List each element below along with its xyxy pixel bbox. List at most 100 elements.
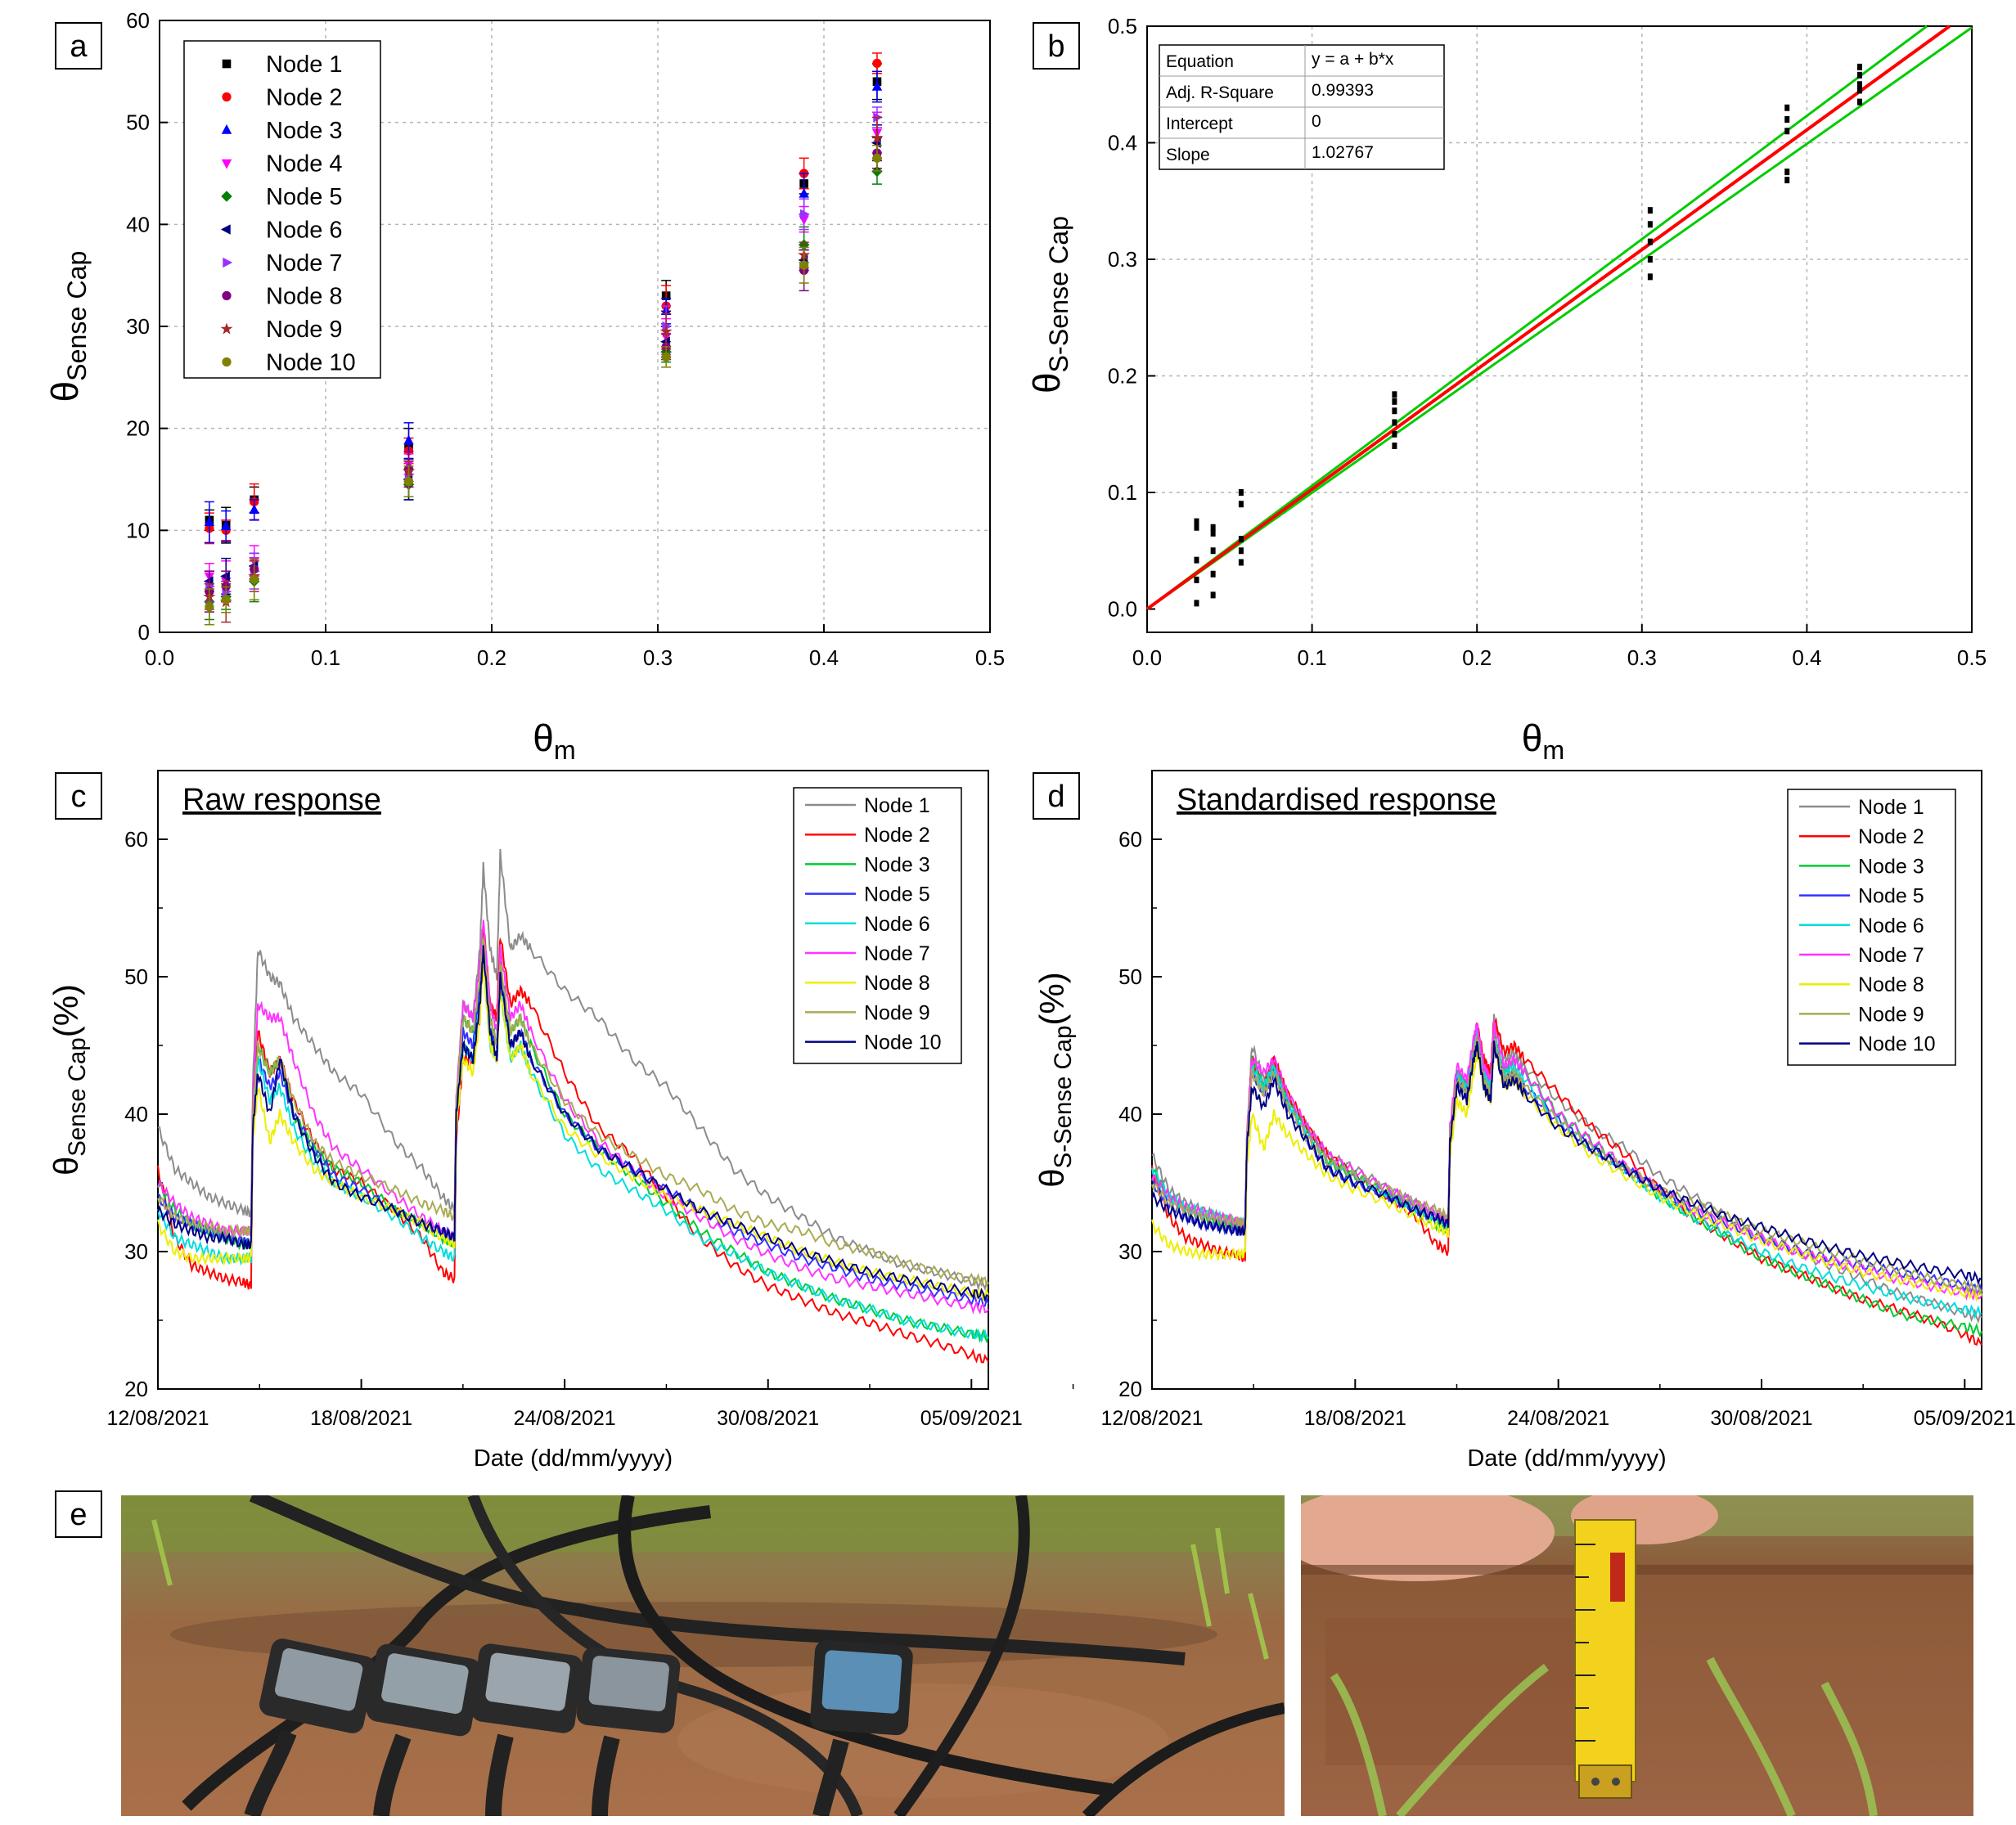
a-legend-marker [222, 59, 232, 69]
sensor-node-3 [470, 1643, 583, 1816]
c-ytick-label: 50 [124, 964, 148, 989]
d-legend-label: Node 8 [1858, 973, 1924, 996]
a-xtick-label: 0.1 [311, 645, 340, 670]
a-point [659, 325, 673, 337]
b-data-point [1856, 98, 1862, 106]
d-y-axis-label-sub: S-Sense Cap [1050, 1026, 1077, 1169]
a-point [220, 571, 230, 582]
b-stats-value: 0.99393 [1312, 81, 1374, 100]
a-legend-label: Node 2 [266, 85, 343, 111]
b-data-point [1194, 600, 1199, 607]
c-ytick-label: 30 [124, 1239, 148, 1264]
b-data-point [1784, 177, 1790, 184]
e-panel-letter: e [55, 1490, 102, 1538]
a-point [204, 516, 215, 527]
d-y-axis-label-suffix: (%) [1033, 972, 1071, 1025]
sensor-node-5 [810, 1639, 913, 1816]
b-data-point [1210, 547, 1216, 555]
b-ytick-label: 0.1 [1108, 480, 1137, 505]
b-y-axis-label-sub: S-Sense Cap [1044, 216, 1073, 372]
b-stats-key: Intercept [1166, 115, 1233, 133]
a-ytick-label: 50 [126, 110, 150, 135]
d-xtick-label: 18/08/2021 [1304, 1407, 1406, 1430]
b-stats-key: Adj. R-Square [1166, 83, 1274, 102]
b-data-point [1210, 570, 1216, 578]
d-panel-letter-box [1033, 772, 1080, 820]
b-y-axis-label: θS-Sense Cap [1025, 216, 1073, 393]
b-data-point [1238, 501, 1244, 508]
d-title: Standardised response [1177, 783, 1496, 817]
e-panel-letter-text: e [70, 1498, 87, 1532]
b-x-axis-label-sub: m [1542, 735, 1564, 765]
a-point [872, 58, 882, 68]
b-xtick-label: 0.4 [1792, 645, 1821, 670]
a-point [871, 80, 883, 91]
b-panel-letter-box [1033, 22, 1080, 70]
a-legend-marker [220, 224, 231, 235]
b-data-point [1392, 391, 1397, 398]
a-x-axis-label-sub: m [554, 735, 576, 765]
b-x-axis-label: θm [1522, 717, 1564, 765]
c-legend-label: Node 8 [864, 972, 930, 995]
b-xtick-label: 0.0 [1132, 645, 1162, 670]
b-data-point [1194, 524, 1199, 531]
b-data-point [1856, 71, 1862, 79]
a-y-axis-label-main: θ [43, 381, 86, 402]
b-stats-key: Slope [1166, 146, 1210, 164]
b-stats-value: 1.02767 [1312, 143, 1374, 162]
d-legend-label: Node 5 [1858, 885, 1924, 908]
a-panel-letter: a [55, 22, 102, 70]
b-y-axis-label-main: θ [1025, 372, 1068, 393]
b-data-point [1210, 524, 1216, 531]
c-legend-label: Node 2 [864, 824, 930, 847]
c-panel-letter-text: c [71, 780, 87, 814]
d-legend-label: Node 3 [1858, 855, 1924, 878]
b-confidence-band [1146, 25, 1928, 610]
a-legend-marker [221, 159, 232, 169]
d-legend-label: Node 6 [1858, 915, 1924, 937]
a-legend-marker [222, 290, 232, 301]
a-legend-label: Node 10 [266, 350, 356, 376]
e-panel-letter-box [55, 1490, 102, 1538]
c-legend-label: Node 1 [864, 794, 930, 817]
b-data-point [1392, 398, 1397, 405]
a-legend-marker [221, 124, 232, 134]
d-ytick-label: 20 [1118, 1377, 1142, 1401]
d-ytick-label: 40 [1118, 1102, 1142, 1126]
b-data-point [1647, 221, 1653, 228]
a-ytick-label: 40 [126, 212, 150, 236]
a-ytick-label: 20 [126, 416, 150, 441]
c-series-line-6 [157, 919, 989, 1315]
a-y-axis-label: θSense Cap [43, 251, 92, 402]
d-y-axis-label: θS-Sense Cap(%) [1033, 972, 1077, 1188]
a-x-axis-label: θm [533, 717, 575, 765]
c-xtick-label: 05/09/2021 [920, 1407, 1023, 1430]
b-data-point [1392, 430, 1397, 438]
d-xtick-label: 30/08/2021 [1710, 1407, 1812, 1430]
c-xtick-label: 30/08/2021 [717, 1407, 819, 1430]
a-xtick-label: 0.2 [477, 645, 506, 670]
b-data-point [1392, 419, 1397, 426]
d-legend-label: Node 9 [1858, 1003, 1924, 1026]
a-point [871, 131, 884, 144]
b-stats-value: 0 [1312, 112, 1321, 131]
d-series-line-9 [1151, 1041, 1982, 1286]
b-ytick-label: 0.5 [1108, 14, 1137, 38]
c-y-axis-label-main: θ [47, 1157, 85, 1175]
c-ytick-label: 60 [124, 827, 148, 852]
b-data-point [1194, 556, 1199, 564]
b-data-point [1392, 407, 1397, 415]
b-data-point [1784, 128, 1790, 135]
sensor-node-4 [576, 1647, 681, 1816]
b-data-point [1856, 81, 1862, 88]
panel-a: 0.0 0.1 0.2 0.3 0.4 0.5 0 10 20 30 40 50 60 Node 1 Nod… [43, 8, 1005, 765]
b-ytick-label: 0.4 [1108, 131, 1137, 155]
a-point [250, 574, 259, 584]
c-panel-letter-box [55, 772, 102, 820]
c-legend-label: Node 7 [864, 942, 930, 965]
a-point [220, 520, 232, 531]
a-legend-label: Node 9 [266, 317, 343, 343]
a-ytick-label: 10 [126, 518, 150, 542]
c-plot-frame [157, 770, 989, 1390]
a-legend-marker [221, 191, 232, 202]
